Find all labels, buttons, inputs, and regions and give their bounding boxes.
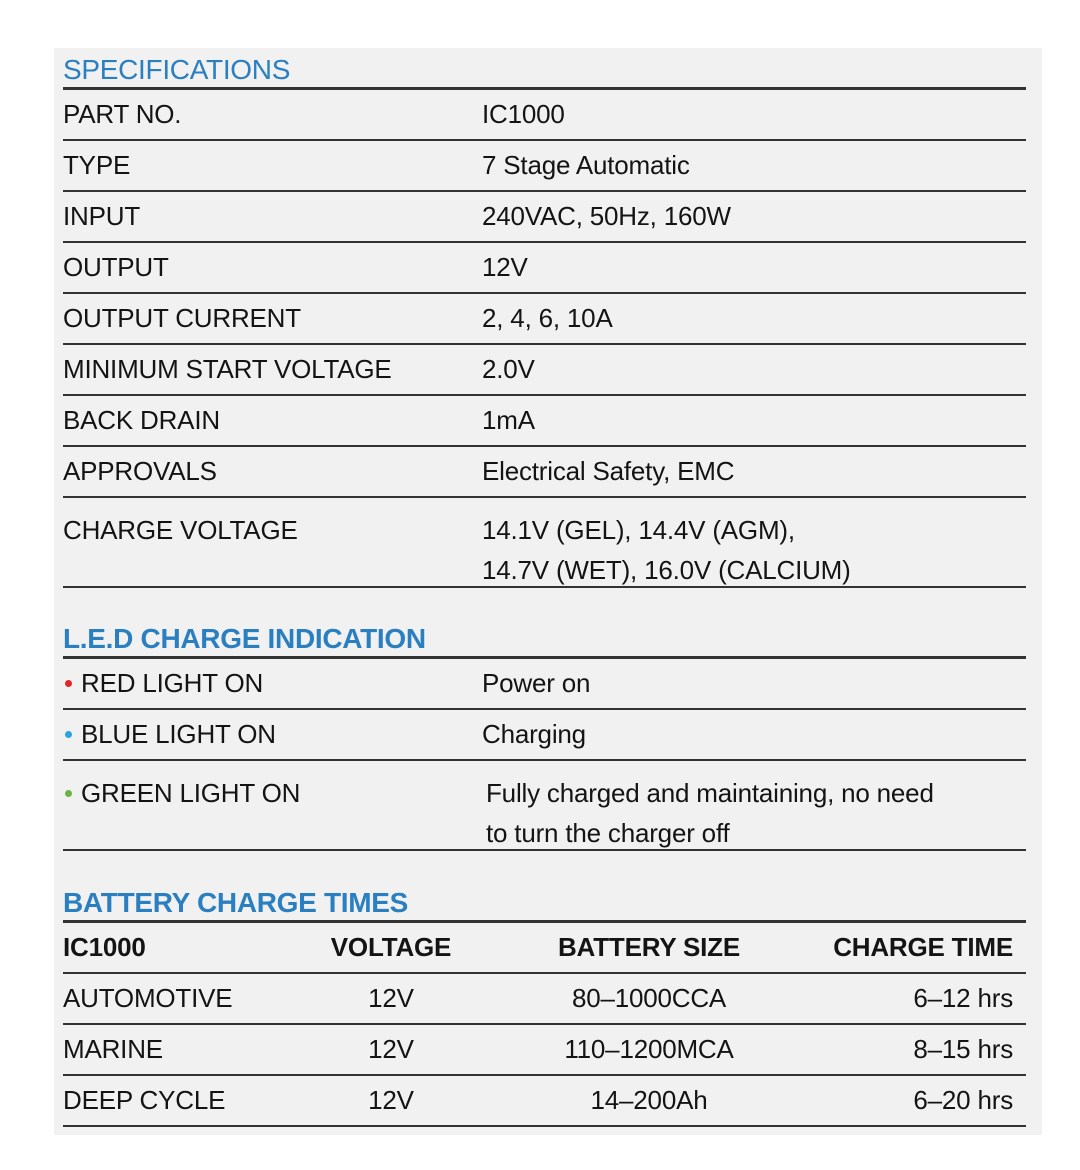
column-header: IC1000 [63, 932, 146, 962]
column-header: CHARGE TIME [833, 932, 1013, 962]
led-row: RED LIGHT ON Power on [63, 659, 1026, 710]
spec-label: APPROVALS [63, 456, 217, 486]
led-label-text: GREEN LIGHT ON [81, 778, 301, 808]
spec-value: 2.0V [482, 354, 1026, 385]
spec-row: MINIMUM START VOLTAGE 2.0V [63, 345, 1026, 396]
table-cell: MARINE [63, 1034, 163, 1064]
table-cell: 12V [368, 983, 414, 1013]
spec-label: BACK DRAIN [63, 405, 220, 435]
table-row: AUTOMOTIVE 12V 80–1000CCA 6–12 hrs [63, 974, 1026, 1025]
spec-label: PART NO. [63, 99, 182, 129]
table-cell: 8–15 hrs [913, 1034, 1013, 1064]
table-cell: 12V [368, 1085, 414, 1115]
led-value-line: Charging [482, 719, 586, 749]
led-value: Fully charged and maintaining, no need to… [482, 773, 1026, 853]
led-row: GREEN LIGHT ON Fully charged and maintain… [63, 761, 1026, 851]
section-title: SPECIFICATIONS [63, 49, 1026, 90]
led-value-line: Power on [482, 668, 591, 698]
led-value-line: Fully charged and maintaining, no need [486, 778, 934, 808]
section-title: BATTERY CHARGE TIMES [63, 882, 1026, 923]
table-cell: AUTOMOTIVE [63, 983, 233, 1013]
spec-value: 2, 4, 6, 10A [482, 303, 1026, 334]
spec-row: BACK DRAIN 1mA [63, 396, 1026, 447]
spec-row: TYPE 7 Stage Automatic [63, 141, 1026, 192]
spec-value: IC1000 [482, 99, 1026, 130]
table-cell: 80–1000CCA [571, 983, 727, 1013]
spec-label: CHARGE VOLTAGE [63, 515, 298, 545]
spec-row: APPROVALS Electrical Safety, EMC [63, 447, 1026, 498]
spec-label: OUTPUT [63, 252, 169, 282]
table-cell: DEEP CYCLE [63, 1085, 226, 1115]
spec-panel [54, 48, 1042, 1135]
table-row: DEEP CYCLE 12V 14–200Ah 6–20 hrs [63, 1076, 1026, 1127]
led-value: Charging [482, 719, 1026, 750]
led-label: GREEN LIGHT ON [63, 773, 482, 813]
spec-value-line: Electrical Safety, EMC [482, 456, 735, 486]
spec-value-line: 14.7V (WET), 16.0V (CALCIUM) [482, 555, 851, 585]
green-dot-icon [65, 789, 72, 797]
spec-value-line: 2.0V [482, 354, 535, 384]
spec-value: 14.1V (GEL), 14.4V (AGM), 14.7V (WET), 16… [482, 510, 1026, 590]
spec-value-line: 240VAC, 50Hz, 160W [482, 201, 731, 231]
table-cell: 6–12 hrs [913, 983, 1013, 1013]
led-label-text: RED LIGHT ON [81, 668, 264, 698]
spec-value-line: 12V [482, 252, 528, 282]
led-value-line: to turn the charger off [486, 818, 730, 848]
spec-value-line: 2, 4, 6, 10A [482, 303, 613, 333]
table-cell: 6–20 hrs [913, 1085, 1013, 1115]
table-row: MARINE 12V 110–1200MCA 8–15 hrs [63, 1025, 1026, 1076]
spec-value: Electrical Safety, EMC [482, 456, 1026, 487]
table-header-row: IC1000 VOLTAGE BATTERY SIZE CHARGE TIME [63, 923, 1026, 974]
spec-value-line: 1mA [482, 405, 535, 435]
spec-row: INPUT 240VAC, 50Hz, 160W [63, 192, 1026, 243]
spec-row: CHARGE VOLTAGE 14.1V (GEL), 14.4V (AGM), 1… [63, 498, 1026, 588]
led-section: L.E.D CHARGE INDICATION RED LIGHT ON Powe… [63, 618, 1026, 851]
spec-value-line: 14.1V (GEL), 14.4V (AGM), [482, 515, 795, 545]
spec-row: OUTPUT 12V [63, 243, 1026, 294]
spec-label: INPUT [63, 201, 141, 231]
spec-value: 7 Stage Automatic [482, 150, 1026, 181]
led-row: BLUE LIGHT ON Charging [63, 710, 1026, 761]
spec-value-line: 7 Stage Automatic [482, 150, 690, 180]
spec-label: TYPE [63, 150, 131, 180]
spec-row: OUTPUT CURRENT 2, 4, 6, 10A [63, 294, 1026, 345]
led-label: RED LIGHT ON [63, 668, 482, 699]
spec-value: 1mA [482, 405, 1026, 436]
led-label-text: BLUE LIGHT ON [81, 719, 276, 749]
spec-value: 240VAC, 50Hz, 160W [482, 201, 1026, 232]
blue-dot-icon [65, 730, 72, 738]
led-value: Power on [482, 668, 1026, 699]
table-cell: 110–1200MCA [564, 1034, 734, 1064]
spec-row: PART NO. IC1000 [63, 90, 1026, 141]
table-cell: 14–200Ah [590, 1085, 708, 1115]
table-cell: 12V [368, 1034, 414, 1064]
led-label: BLUE LIGHT ON [63, 719, 482, 750]
spec-value: 12V [482, 252, 1026, 283]
column-header: BATTERY SIZE [557, 932, 741, 962]
spec-label: OUTPUT CURRENT [63, 303, 301, 333]
charge-times-section: BATTERY CHARGE TIMES IC1000 VOLTAGE BATT… [63, 882, 1026, 1127]
section-title: L.E.D CHARGE INDICATION [63, 618, 1026, 659]
red-dot-icon [65, 679, 72, 687]
spec-label: MINIMUM START VOLTAGE [63, 354, 392, 384]
spec-value-line: IC1000 [482, 99, 565, 129]
column-header: VOLTAGE [330, 932, 452, 962]
specifications-section: SPECIFICATIONS PART NO. IC1000 TYPE 7 Stage… [63, 49, 1026, 588]
